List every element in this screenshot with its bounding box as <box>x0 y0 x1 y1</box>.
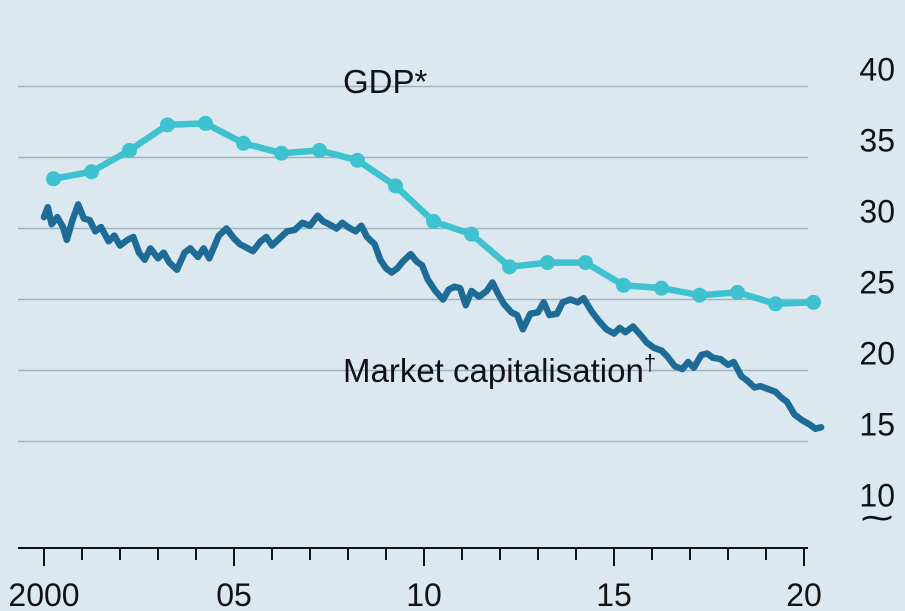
data-point-gdp-16 <box>654 280 669 296</box>
y-axis-break: ⁓ <box>861 499 893 535</box>
x-tick-label-20: 20 <box>786 577 822 611</box>
data-point-gdp-0 <box>46 171 61 187</box>
y-tick-label-40: 40 <box>859 52 895 88</box>
series-gdp <box>46 115 821 312</box>
data-point-gdp-14 <box>578 255 593 271</box>
data-point-gdp-15 <box>616 277 631 293</box>
series-market-capitalisation <box>40 201 825 432</box>
series-line-market <box>40 201 825 432</box>
data-point-gdp-17 <box>692 287 707 303</box>
series-label-market-text: Market capitalisation <box>343 352 644 389</box>
series-label-market-capitalisation: Market capitalisation† <box>343 350 656 389</box>
y-tick-label-10: 10 <box>859 478 895 514</box>
data-point-gdp-4 <box>198 115 213 131</box>
y-tick-label-25: 25 <box>859 265 895 301</box>
y-axis-tick-labels: 10 15 20 25 30 35 40 <box>859 52 895 514</box>
series-label-gdp: GDP* <box>343 63 428 100</box>
y-tick-label-15: 15 <box>859 407 895 443</box>
axis-break-icon: ⁓ <box>861 499 893 535</box>
data-point-gdp-19 <box>768 296 783 312</box>
series-label-dagger: † <box>644 350 656 375</box>
data-point-gdp-12 <box>502 259 517 275</box>
data-point-gdp-6 <box>274 145 289 161</box>
y-tick-label-35: 35 <box>859 123 895 159</box>
data-point-gdp-2 <box>122 142 137 158</box>
data-point-gdp-8 <box>350 152 365 168</box>
series-line-gdp <box>50 120 817 308</box>
data-point-gdp-1 <box>84 164 99 180</box>
data-point-gdp-20 <box>806 294 821 310</box>
x-tick-label-10: 10 <box>406 577 442 611</box>
data-point-gdp-10 <box>426 213 441 229</box>
x-tick-label-15: 15 <box>596 577 632 611</box>
x-tick-label-2000: 2000 <box>8 577 79 611</box>
y-tick-label-30: 30 <box>859 194 895 230</box>
data-point-gdp-11 <box>464 226 479 242</box>
data-point-gdp-3 <box>160 117 175 133</box>
data-point-gdp-18 <box>730 284 745 300</box>
data-point-gdp-13 <box>540 255 555 271</box>
gridlines <box>18 85 808 443</box>
x-tick-label-05: 05 <box>216 577 252 611</box>
x-axis: 2000 05 10 15 20 <box>8 547 822 611</box>
data-point-gdp-9 <box>388 178 403 194</box>
data-point-gdp-5 <box>236 135 251 151</box>
y-tick-label-20: 20 <box>859 336 895 372</box>
data-point-gdp-7 <box>312 142 327 158</box>
